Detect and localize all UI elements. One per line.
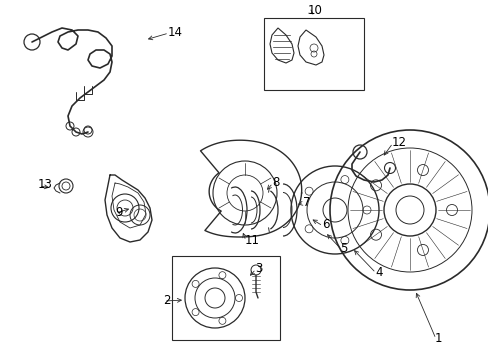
Text: 9: 9 (115, 206, 122, 219)
Text: 5: 5 (339, 242, 346, 255)
Text: 8: 8 (271, 175, 279, 189)
Text: 7: 7 (303, 195, 310, 208)
Polygon shape (269, 28, 293, 63)
Polygon shape (297, 30, 324, 65)
Text: 12: 12 (391, 135, 406, 148)
Text: 4: 4 (374, 266, 382, 279)
Text: 6: 6 (321, 219, 329, 231)
Text: 11: 11 (244, 234, 260, 247)
Bar (172, 256, 280, 340)
Text: 10: 10 (307, 4, 322, 17)
Text: 1: 1 (434, 332, 442, 345)
Text: 14: 14 (168, 26, 183, 39)
Bar (264, 18, 363, 90)
Text: 3: 3 (254, 261, 262, 274)
Text: 13: 13 (38, 179, 53, 192)
Text: 2: 2 (163, 293, 170, 306)
